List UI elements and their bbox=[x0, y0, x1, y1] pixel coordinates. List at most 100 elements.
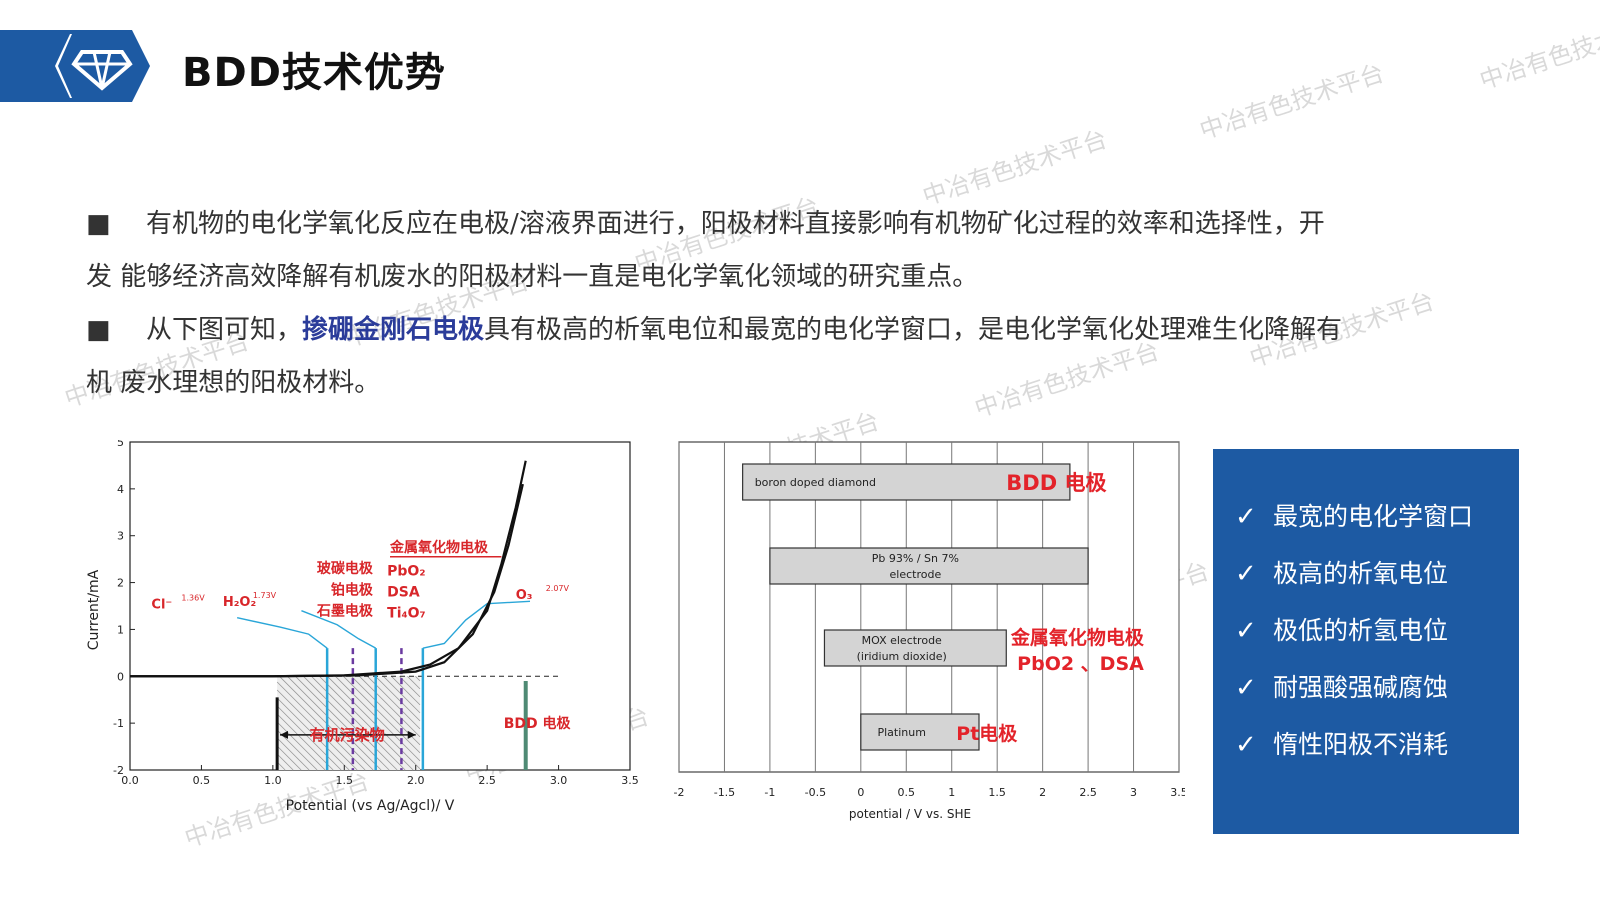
bullet-square: ■ bbox=[86, 209, 111, 239]
check-icon: ✓ bbox=[1235, 502, 1257, 532]
advantage-item: ✓ 最宽的电化学窗口 bbox=[1235, 497, 1473, 533]
x-tick-label: 0.5 bbox=[898, 786, 916, 799]
species-potential-label: 2.07V bbox=[546, 584, 570, 593]
advantage-text: 耐强酸强碱腐蚀 bbox=[1273, 673, 1449, 702]
hatch-line bbox=[295, 676, 390, 771]
electrode-label-left: 铂电极 bbox=[331, 581, 374, 598]
check-icon: ✓ bbox=[1235, 673, 1257, 703]
bar-tag: BDD 电极 bbox=[1006, 471, 1107, 495]
x-tick-label: 0.5 bbox=[193, 774, 211, 787]
y-tick-label: 0 bbox=[117, 670, 124, 683]
hatch-line bbox=[335, 676, 421, 762]
bar-label: Pb 93% / Sn 7% bbox=[872, 552, 959, 565]
electrode-label-left: 玻碳电极 bbox=[317, 560, 374, 577]
x-tick-label: 2.5 bbox=[1079, 786, 1097, 799]
y-tick-label: 3 bbox=[117, 530, 124, 543]
hatch-line bbox=[287, 676, 382, 771]
bar-label: electrode bbox=[890, 568, 942, 581]
advantage-text: 最宽的电化学窗口 bbox=[1273, 502, 1474, 531]
hatch-line bbox=[415, 676, 421, 682]
x-tick-label: -0.5 bbox=[805, 786, 826, 799]
electrode-label-right: DSA bbox=[387, 585, 420, 601]
x-tick-label: 1.5 bbox=[336, 774, 354, 787]
highlight-text: 掺硼金刚石电极 bbox=[302, 315, 485, 345]
advantage-item: ✓ 耐强酸强碱腐蚀 bbox=[1235, 668, 1448, 704]
organic-pollutant-region bbox=[276, 676, 421, 771]
y-tick-label: 1 bbox=[117, 623, 124, 636]
potential-window-bar bbox=[860, 713, 980, 751]
page-title: BDD技术优势 bbox=[182, 50, 446, 96]
species-onset-curve bbox=[301, 610, 377, 649]
hatch-line bbox=[407, 676, 421, 690]
x-tick-label: 3.5 bbox=[1170, 786, 1185, 799]
watermark: 中冶有色技术平台 bbox=[1196, 58, 1388, 145]
bullet-square: ■ bbox=[86, 315, 111, 345]
hatch-line bbox=[276, 721, 326, 771]
x-tick-label: 1 bbox=[948, 786, 955, 799]
metal-oxide-label: 金属氧化物电极 bbox=[389, 539, 489, 556]
hatch-line bbox=[276, 681, 366, 771]
species-label: Cl⁻ bbox=[151, 597, 172, 612]
x-tick-label: 1.0 bbox=[264, 774, 282, 787]
potential-window-bar bbox=[742, 463, 1071, 501]
y-tick-label: -2 bbox=[113, 764, 124, 777]
bar-label: Platinum bbox=[877, 726, 925, 739]
diamond-logo-icon bbox=[71, 50, 133, 91]
x-tick-label: 3.0 bbox=[550, 774, 568, 787]
watermark: 中冶有色技术平台 bbox=[1476, 8, 1600, 95]
x-tick-label: 3.5 bbox=[621, 774, 639, 787]
x-tick-label: 2.0 bbox=[407, 774, 425, 787]
hatch-line bbox=[327, 676, 421, 770]
hatch-line bbox=[276, 697, 350, 771]
hatch-line bbox=[375, 676, 421, 722]
paragraph-text: 发 能够经济高效降解有机废水的阳极材料一直是电化学氧化领域的研究重点。 bbox=[86, 262, 979, 292]
species-potential-label: 1.36V bbox=[181, 593, 205, 602]
hatch-line bbox=[343, 676, 421, 754]
hatch-line bbox=[276, 713, 334, 771]
arrow-head-left bbox=[280, 730, 288, 739]
paragraph-text: 机 废水理想的阳极材料。 bbox=[86, 368, 381, 398]
bdd-electrode-label: BDD 电极 bbox=[504, 715, 572, 732]
bar-label: boron doped diamond bbox=[755, 476, 876, 489]
check-icon: ✓ bbox=[1235, 730, 1257, 760]
species-potential-label: 1.73V bbox=[253, 591, 277, 600]
organic-pollutant-label: 有机污染物 bbox=[310, 726, 385, 744]
advantage-text: 极低的析氢电位 bbox=[1273, 616, 1449, 645]
advantage-item: ✓ 惰性阳极不消耗 bbox=[1235, 725, 1448, 761]
species-label: H₂O₂ bbox=[223, 595, 256, 610]
species-onset-curve bbox=[236, 617, 328, 649]
paragraph-text: 从下图可知， bbox=[146, 315, 303, 345]
check-icon: ✓ bbox=[1235, 559, 1257, 589]
x-tick-label: 2 bbox=[1039, 786, 1046, 799]
advantage-text: 惰性阳极不消耗 bbox=[1273, 730, 1449, 759]
paragraph-1: ■ 有机物的电化学氧化反应在电极/溶液界面进行，阳极材料直接影响有机物矿化过程的效… bbox=[86, 198, 1536, 304]
species-onset-curve bbox=[422, 600, 531, 649]
y-tick-label: 2 bbox=[117, 577, 124, 590]
arrow-head-right bbox=[407, 730, 416, 739]
paragraph-text: 具有极高的析氧电位和最宽的电化学窗口，是电化学氧化处理难生化降解有 bbox=[484, 315, 1343, 345]
advantage-item: ✓ 极低的析氢电位 bbox=[1235, 611, 1448, 647]
x-tick-label: 3 bbox=[1130, 786, 1137, 799]
x-tick-label: -2 bbox=[674, 786, 685, 799]
hatch-line bbox=[399, 676, 421, 698]
hatch-line bbox=[359, 676, 421, 738]
polarization-curve-chart: 0.0 0.5 1.0 1.5 2.0 2.5 3.0 3.5 -2 -1 0 1 2 3 4 5 Cl⁻ 1.… bbox=[86, 440, 639, 814]
hatch-line bbox=[276, 737, 310, 771]
y-tick-label: 4 bbox=[117, 483, 124, 496]
hatch-line bbox=[276, 753, 294, 771]
potential-window-chart: -2 -1.5 -1 -0.5 0 0.5 1 1.5 2 2.5 3 3.5 boron doped… bbox=[674, 441, 1185, 821]
electrode-label-right: PbO₂ bbox=[387, 564, 425, 580]
x-tick-label: 0 bbox=[857, 786, 864, 799]
bar-tag: 金属氧化物电极 bbox=[1010, 626, 1145, 649]
electrode-label-right: Ti₄O₇ bbox=[387, 606, 426, 622]
potential-window-bar bbox=[823, 629, 1007, 667]
hatch-line bbox=[276, 689, 358, 771]
bar-tag: Pt电极 bbox=[956, 722, 1018, 745]
paragraph-2: ■ 从下图可知，掺硼金刚石电极具有极高的析氧电位和最宽的电化学窗口，是电化学氧化处… bbox=[86, 304, 1536, 410]
x-tick-label: -1.5 bbox=[714, 786, 735, 799]
hatch-fill bbox=[277, 676, 420, 770]
polarization-curve bbox=[130, 483, 524, 678]
advantages-panel: ✓ 最宽的电化学窗口 ✓ 极高的析氧电位 ✓ 极低的析氢电位 ✓ 耐强酸强碱腐蚀 ✓ 惰性… bbox=[1213, 449, 1519, 834]
hatch-line bbox=[383, 676, 421, 714]
bar-label: (iridium dioxide) bbox=[857, 650, 947, 663]
